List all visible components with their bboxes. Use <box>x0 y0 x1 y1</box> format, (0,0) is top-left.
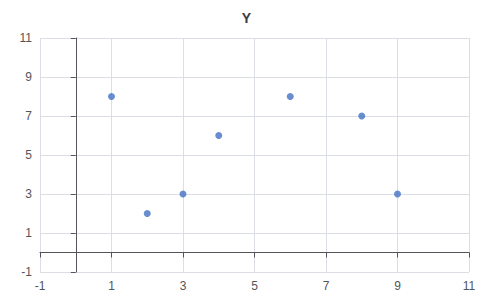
svg-text:Y: Y <box>242 10 252 26</box>
svg-text:9: 9 <box>25 70 32 84</box>
svg-text:1: 1 <box>108 279 115 293</box>
svg-text:11: 11 <box>463 279 476 293</box>
svg-text:3: 3 <box>180 279 187 293</box>
svg-text:7: 7 <box>323 279 330 293</box>
svg-text:-1: -1 <box>35 279 46 293</box>
svg-text:1: 1 <box>25 226 32 240</box>
svg-text:9: 9 <box>394 279 401 293</box>
svg-text:-1: -1 <box>21 265 32 279</box>
svg-text:7: 7 <box>25 109 32 123</box>
svg-text:11: 11 <box>20 31 33 45</box>
svg-text:5: 5 <box>25 148 32 162</box>
svg-text:5: 5 <box>251 279 258 293</box>
svg-text:3: 3 <box>25 187 32 201</box>
